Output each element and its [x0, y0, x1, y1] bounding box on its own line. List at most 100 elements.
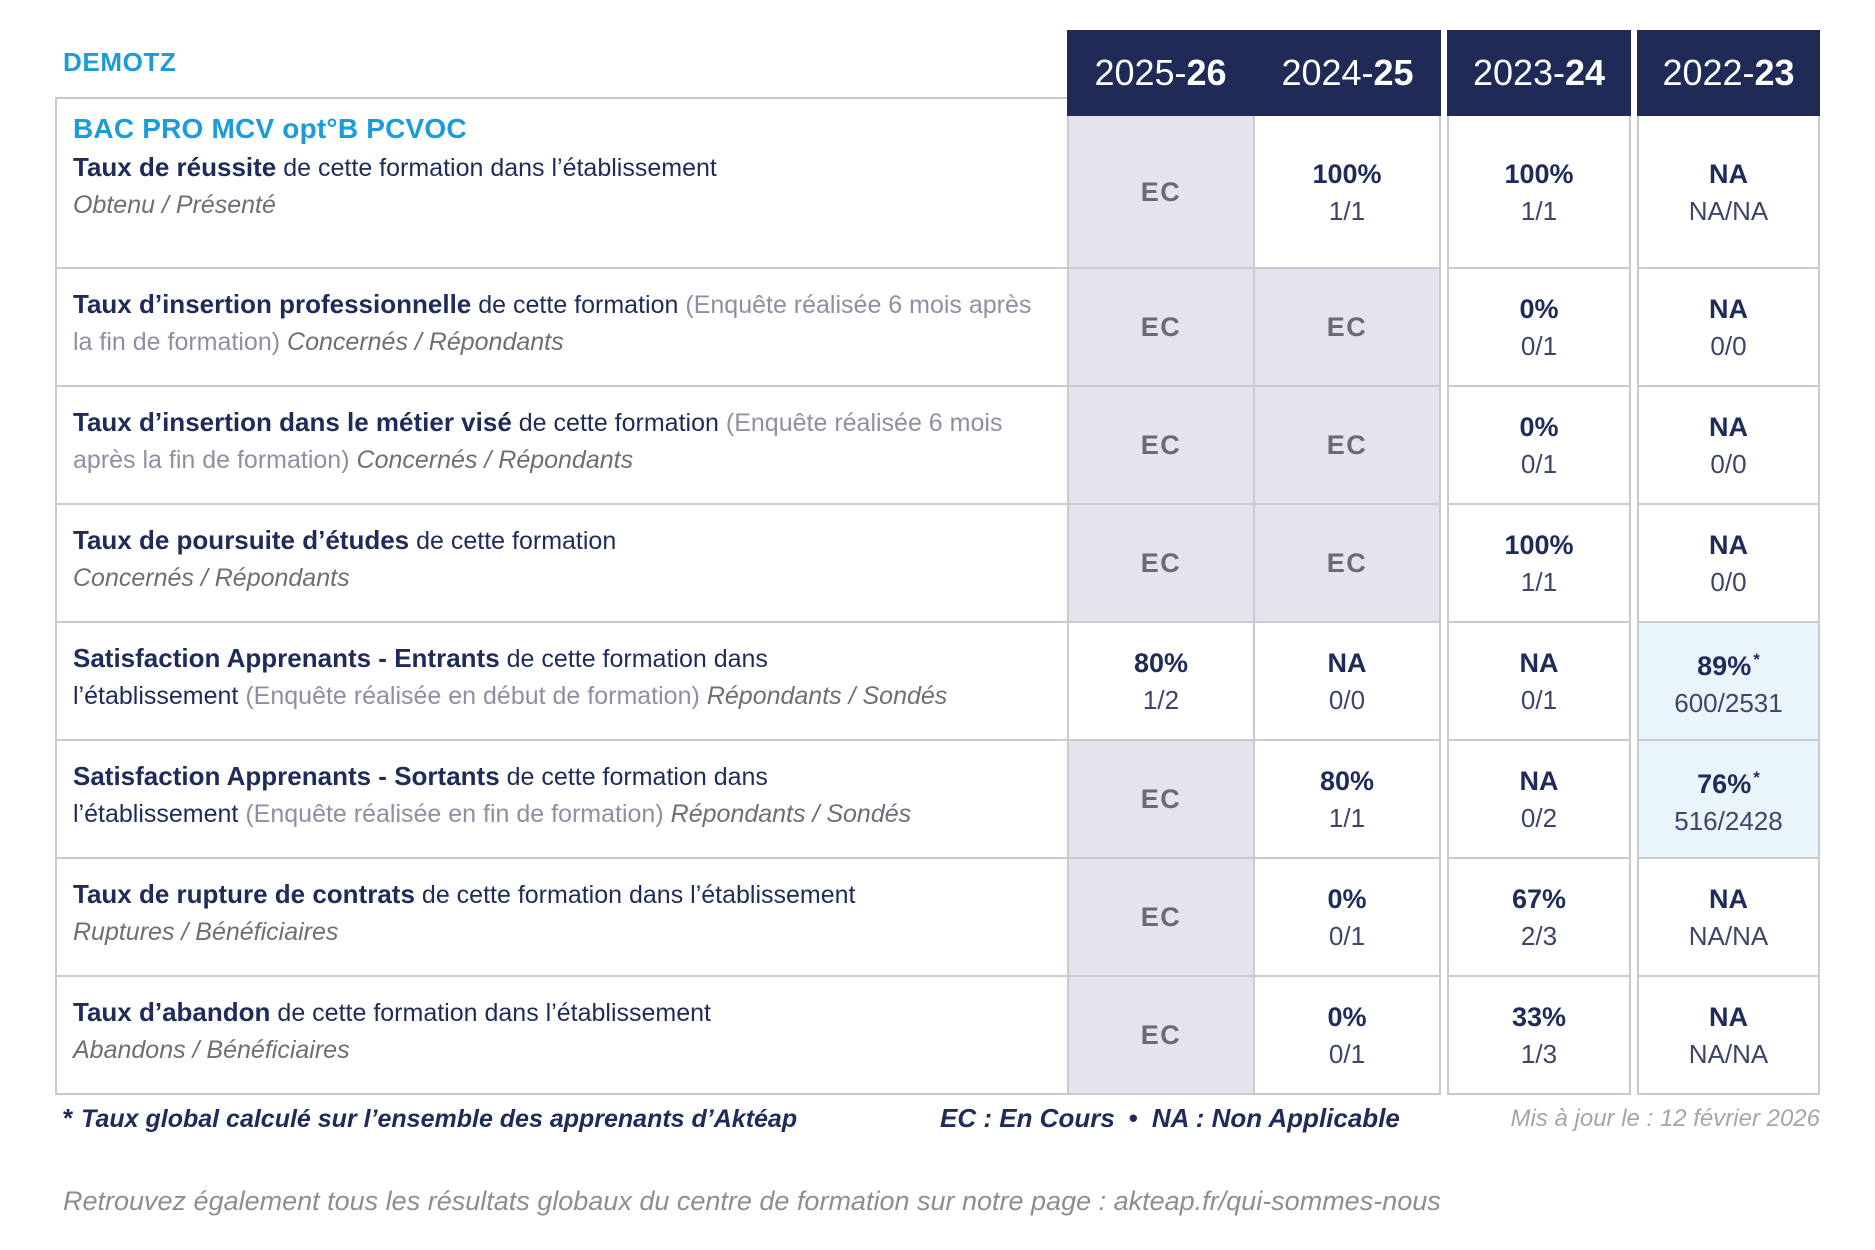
year-label: 2023-24	[1472, 52, 1606, 93]
value-main: 80%	[1319, 765, 1375, 796]
row-label: Taux de poursuite d’études de cette forma…	[55, 503, 1069, 623]
row-label: Satisfaction Apprenants - Entrants de cet…	[55, 621, 1069, 741]
value-main: NA	[1519, 765, 1559, 796]
value-main: NA	[1709, 529, 1748, 560]
year-header-block: 2023-24	[1447, 30, 1631, 116]
value-main: 0%	[1519, 293, 1559, 324]
value-detail: 0/1	[1520, 684, 1558, 715]
value-main: NA	[1709, 293, 1748, 324]
row-description: Taux d’abandon de cette formation dans l’…	[73, 997, 711, 1027]
bullet-separator: •	[1128, 1103, 1138, 1133]
row-description: Taux d’insertion professionnelle de cette…	[73, 289, 1032, 356]
legend-ec: EC : En Cours	[940, 1103, 1115, 1133]
row-heading: Satisfaction Apprenants - Entrants	[73, 643, 500, 673]
row-heading: Taux d’insertion professionnelle	[73, 289, 472, 319]
value-detail: 0/1	[1328, 920, 1366, 951]
value-main: 100%	[1312, 158, 1382, 189]
value-detail: 1/2	[1142, 684, 1180, 715]
value-main: NA	[1327, 647, 1367, 678]
row-description: Taux d’insertion dans le métier visé de c…	[73, 407, 1003, 474]
year-header-block: 2025-26 2024-25	[1067, 30, 1441, 116]
row-subtitle: Répondants / Sondés	[670, 800, 912, 828]
bottom-note: Retrouvez également tous les résultats g…	[63, 1186, 1441, 1216]
value-detail: NA/NA	[1688, 195, 1769, 226]
org-name: DEMOTZ	[63, 47, 177, 77]
value-main: NA	[1709, 411, 1748, 442]
value-main: NA	[1709, 883, 1748, 914]
value-detail: 0/1	[1520, 330, 1558, 361]
value-detail: 2/3	[1520, 920, 1558, 951]
survey-note: (Enquête réalisée en fin de formation)	[245, 800, 664, 828]
value-main: EC	[1140, 902, 1182, 932]
row-heading: Taux de réussite	[73, 152, 277, 182]
footnote-asterisk: *	[63, 1103, 74, 1133]
row-subtitle: Concernés / Répondants	[73, 564, 350, 592]
value-cell: 76% * 516/2428	[1637, 739, 1820, 859]
abbreviation-legend: EC : En Cours • NA : Non Applicable	[940, 1103, 1400, 1134]
year-label: 2022-23	[1662, 52, 1795, 93]
value-main: 33%	[1511, 1001, 1567, 1032]
value-detail: 0/1	[1328, 1038, 1366, 1069]
value-main: 67%	[1511, 883, 1567, 914]
value-main: 0%	[1327, 1001, 1367, 1032]
year-label: 2024-25	[1281, 52, 1414, 93]
value-detail: 1/1	[1520, 566, 1558, 597]
value-cell: NA 0/0	[1637, 385, 1820, 505]
value-cell: 89% * 600/2531	[1637, 621, 1820, 741]
value-detail: NA/NA	[1688, 1038, 1769, 1069]
row-label: Satisfaction Apprenants - Sortants de cet…	[55, 739, 1069, 859]
global-rate-asterisk: *	[1753, 767, 1760, 787]
value-main: EC	[1326, 548, 1368, 578]
footnote: * Taux global calculé sur l’ensemble des …	[63, 1103, 797, 1134]
row-description: Taux de réussite de cette formation dans …	[73, 152, 717, 182]
value-main: EC	[1326, 312, 1368, 342]
table-row: Satisfaction Apprenants - Sortants de cet…	[55, 739, 1820, 859]
survey-note: (Enquête réalisée 6 mois après la fin de…	[73, 291, 1032, 356]
value-cell: EC	[1253, 267, 1441, 387]
table-body: BAC PRO MCV opt°B PCVOC Taux de réussite d…	[55, 97, 1820, 1095]
updated-date: Mis à jour le : 12 février 2026	[1510, 1105, 1820, 1132]
row-heading: Taux de rupture de contrats	[73, 879, 415, 909]
survey-note: (Enquête réalisée en début de formation)	[245, 682, 700, 710]
value-main: EC	[1140, 177, 1182, 207]
value-cell: EC	[1067, 97, 1255, 269]
value-main: NA	[1519, 647, 1559, 678]
value-cell: NA 0/0	[1253, 621, 1441, 741]
row-label: Taux d’insertion professionnelle de cette…	[55, 267, 1069, 387]
value-cell: NA NA/NA	[1637, 857, 1820, 977]
value-cell: NA 0/2	[1447, 739, 1631, 859]
row-subtitle: Obtenu / Présenté	[73, 191, 276, 219]
row-label: Taux de rupture de contrats de cette form…	[55, 857, 1069, 977]
value-detail: 1/1	[1328, 802, 1366, 833]
value-main: 100%	[1504, 529, 1574, 560]
value-cell: EC	[1067, 739, 1255, 859]
value-main: EC	[1140, 784, 1182, 814]
value-detail: 0/0	[1328, 684, 1366, 715]
value-main: NA	[1709, 158, 1748, 189]
value-main: 100%	[1504, 158, 1574, 189]
value-main: EC	[1140, 430, 1182, 460]
row-description: Taux de poursuite d’études de cette forma…	[73, 525, 617, 555]
year-header-block: 2022-23	[1637, 30, 1820, 116]
row-description: Satisfaction Apprenants - Sortants de cet…	[73, 761, 912, 828]
value-detail: 1/1	[1328, 195, 1366, 226]
value-detail: 1/1	[1520, 195, 1558, 226]
survey-note: (Enquête réalisée 6 mois après la fin de…	[73, 409, 1003, 474]
row-description: Satisfaction Apprenants - Entrants de cet…	[73, 643, 948, 710]
value-cell: 33% 1/3	[1447, 975, 1631, 1095]
value-detail: 600/2531	[1674, 687, 1783, 718]
row-subtitle: Abandons / Bénéficiaires	[73, 1036, 350, 1064]
table-row: Taux d’insertion professionnelle de cette…	[55, 267, 1820, 387]
value-main: EC	[1140, 312, 1182, 342]
row-subtitle: Concernés / Répondants	[356, 446, 634, 474]
year-header-row: 2025-26 2024-25 2023-24 2022-23	[1067, 30, 1820, 116]
value-main: EC	[1140, 548, 1182, 578]
value-cell: EC	[1067, 857, 1255, 977]
row-label: BAC PRO MCV opt°B PCVOC Taux de réussite d…	[55, 97, 1069, 269]
table-row: BAC PRO MCV opt°B PCVOC Taux de réussite d…	[55, 97, 1820, 269]
value-cell: 80% 1/2	[1067, 621, 1255, 741]
value-main: 89% *	[1697, 649, 1760, 681]
table-row: Taux de poursuite d’études de cette forma…	[55, 503, 1820, 623]
value-detail: 0/0	[1710, 448, 1747, 479]
